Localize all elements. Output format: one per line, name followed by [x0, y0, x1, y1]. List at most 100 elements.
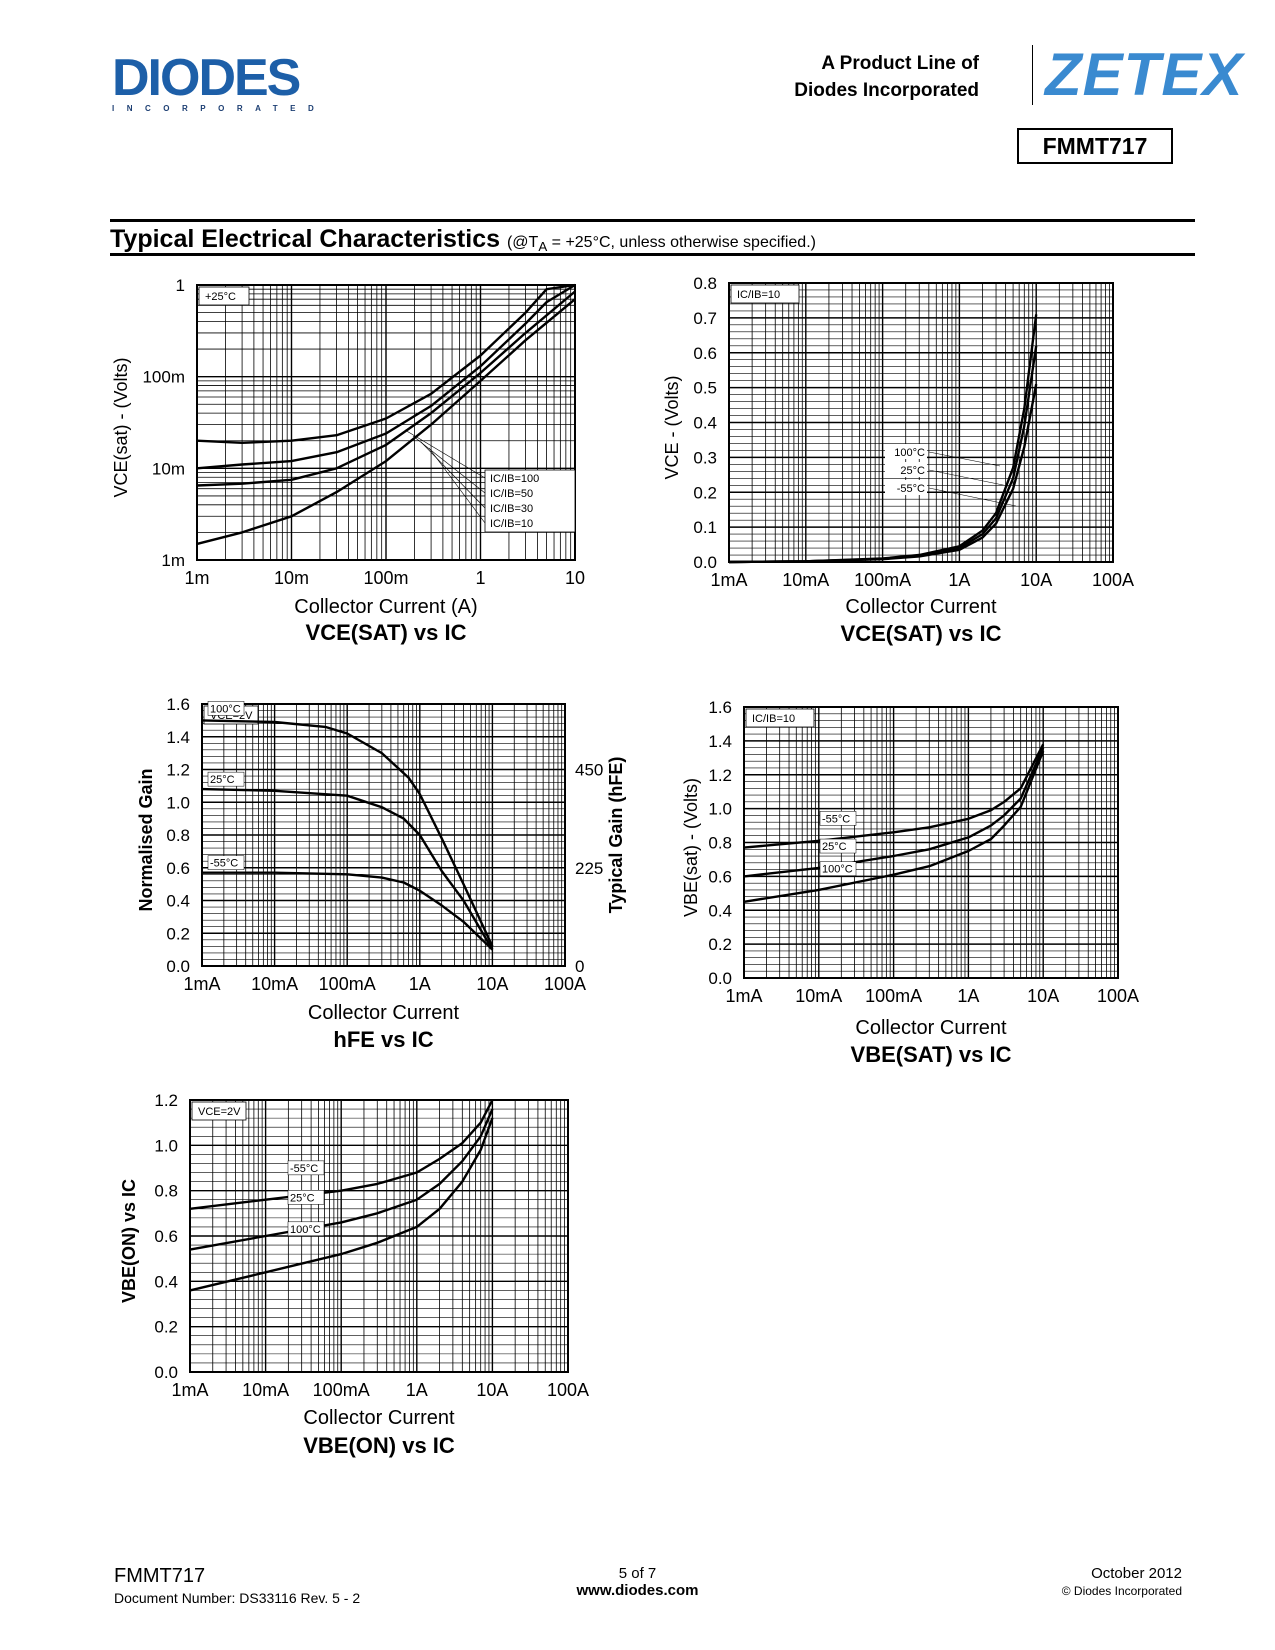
diodes-logo-text: DIODES [112, 49, 301, 107]
section-rule-top [110, 219, 1195, 222]
footer-left: FMMT717 Document Number: DS33116 Rev. 5 … [114, 1565, 360, 1606]
footer-part-number: FMMT717 [114, 1565, 206, 1587]
x-tick-label: 100A [1092, 570, 1134, 590]
legend-label: 25°C [210, 774, 235, 786]
legend-bg [885, 480, 927, 495]
series-line-4 [196, 298, 576, 546]
y-tick-label: 0.0 [693, 553, 717, 572]
footer-doc-number: Document Number: DS33116 Rev. 5 - 2 [114, 1590, 361, 1606]
inset-box [191, 1101, 247, 1121]
y-axis-label: VCE(sat) - (Volts) [111, 357, 131, 497]
y-tick-label: 1.2 [166, 761, 190, 780]
chart-vcesat_lin: 1mA 10mA 100mA 1A 10A 100A 0.0 0.1 0.2 0.3 0.4 0.5 0… [662, 274, 1134, 646]
y2-tick-label: 450 [575, 761, 603, 780]
legend-leader [928, 451, 1001, 467]
legend-bg [885, 444, 927, 459]
y-tick-label: 0.6 [154, 1227, 178, 1246]
diodes-logo-subtext: INCORPORATED [112, 104, 327, 113]
legend-bg [287, 1221, 325, 1237]
y-tick-label: 0.4 [154, 1272, 178, 1291]
y-tick-label: 1m [161, 551, 185, 570]
chart-vbesat: 1mA 10mA 100mA 1A 10A 100A 0.0 0.2 0.4 0.6 0.8 1.0 1… [681, 698, 1139, 1067]
y-tick-label: 0.4 [708, 901, 732, 920]
legend-label: -55°C [822, 813, 850, 825]
x-tick-label: 1mA [725, 986, 762, 1006]
product-line-2: Diodes Incorporated [794, 80, 979, 101]
y-tick-label: 0.3 [693, 448, 717, 467]
plot-frame [201, 703, 566, 967]
x-tick-label: 10mA [242, 1380, 289, 1400]
series-line-3 [743, 750, 1045, 903]
inset-label: VCE=2V [198, 1106, 241, 1118]
x-tick-label: 10mA [251, 974, 298, 994]
legend-leader [404, 429, 486, 479]
x-tick-label: 1A [948, 570, 970, 590]
legend-label: -55°C [290, 1163, 318, 1175]
legend-label: IC/IB=100 [490, 473, 539, 485]
legend-label: 25°C [822, 841, 847, 853]
y-tick-label: 0.8 [708, 834, 732, 853]
plot-frame [196, 284, 576, 561]
y-tick-label: 0.8 [166, 826, 190, 845]
section-title-text: Typical Electrical Characteristics [110, 225, 501, 253]
y-tick-label: 0.4 [693, 414, 717, 433]
x-tick-label: 10m [274, 568, 309, 588]
y-tick-label: 0.2 [166, 924, 190, 943]
legend-leader [420, 441, 486, 509]
x-tick-label: 1mA [183, 974, 220, 994]
legend-bg [287, 1190, 325, 1205]
footer-center: 5 of 7 www.diodes.com [0, 1565, 1275, 1599]
part-number-box: FMMT717 [1017, 128, 1173, 164]
legend-bg [819, 861, 857, 876]
series-line-3 [202, 871, 494, 951]
x-tick-label: 1A [406, 1380, 428, 1400]
y-tick-label: 0.6 [693, 344, 717, 363]
y-tick-label: 0.8 [154, 1182, 178, 1201]
x-axis-label: Collector Current (A) [294, 596, 477, 618]
series-line-1 [743, 743, 1045, 849]
x-tick-label: 10 [565, 568, 585, 588]
y-tick-label: 0.2 [693, 483, 717, 502]
legend-box [484, 469, 576, 533]
plot-frame [189, 1099, 569, 1373]
series-line-3 [189, 1117, 494, 1292]
y-tick-label: 0.2 [708, 935, 732, 954]
legend-label: 100°C [894, 447, 925, 459]
y-axis-label: VBE(ON) vs IC [119, 1179, 139, 1303]
diodes-logo: DIODES INCORPORATED [112, 52, 342, 122]
y-tick-label: 1.6 [166, 695, 190, 714]
x-tick-label: 10A [1020, 570, 1052, 590]
chart-title: VCE(SAT) vs IC [841, 621, 1002, 646]
y-tick-label: 1.2 [708, 766, 732, 785]
legend-label: 25°C [290, 1192, 315, 1204]
inset-label: IC/IB=10 [737, 289, 780, 301]
chart-hfe: 1mA 10mA 100mA 1A 10A 100A 0.0 0.2 0.4 0.6 0.8 1.0 1… [136, 695, 626, 1052]
y-tick-label: 0.2 [154, 1318, 178, 1337]
series-line-3 [728, 383, 1038, 564]
legend-leader [428, 447, 486, 524]
inset-box [745, 708, 815, 728]
inset-label: +25°C [205, 291, 236, 303]
plot-frame [743, 706, 1119, 979]
legend-label: IC/IB=50 [490, 488, 533, 500]
y-tick-label: 0.1 [693, 518, 717, 537]
y-axis-label: Normalised Gain [136, 768, 156, 911]
x-tick-label: 10mA [782, 570, 829, 590]
y-tick-label: 100m [142, 368, 185, 387]
legend-leader [412, 435, 486, 494]
y-tick-label: 0.8 [693, 274, 717, 293]
legend-label: 100°C [210, 703, 241, 715]
legend-label: 100°C [290, 1224, 321, 1236]
footer-right: October 2012 © Diodes Incorporated [1062, 1565, 1182, 1598]
x-tick-label: 10A [1027, 986, 1059, 1006]
legend-bg [207, 771, 245, 787]
product-line-text: A Product Line of Diodes Incorporated [794, 50, 979, 104]
legend-label: -55°C [210, 858, 238, 870]
legend-bg [885, 462, 927, 477]
legend-label: IC/IB=10 [490, 518, 533, 530]
y2-tick-label: 0 [575, 957, 584, 976]
footer-copyright: © Diodes Incorporated [1061, 1584, 1182, 1598]
x-tick-label: 100mA [313, 1380, 370, 1400]
x-axis-label: Collector Current [845, 596, 997, 618]
